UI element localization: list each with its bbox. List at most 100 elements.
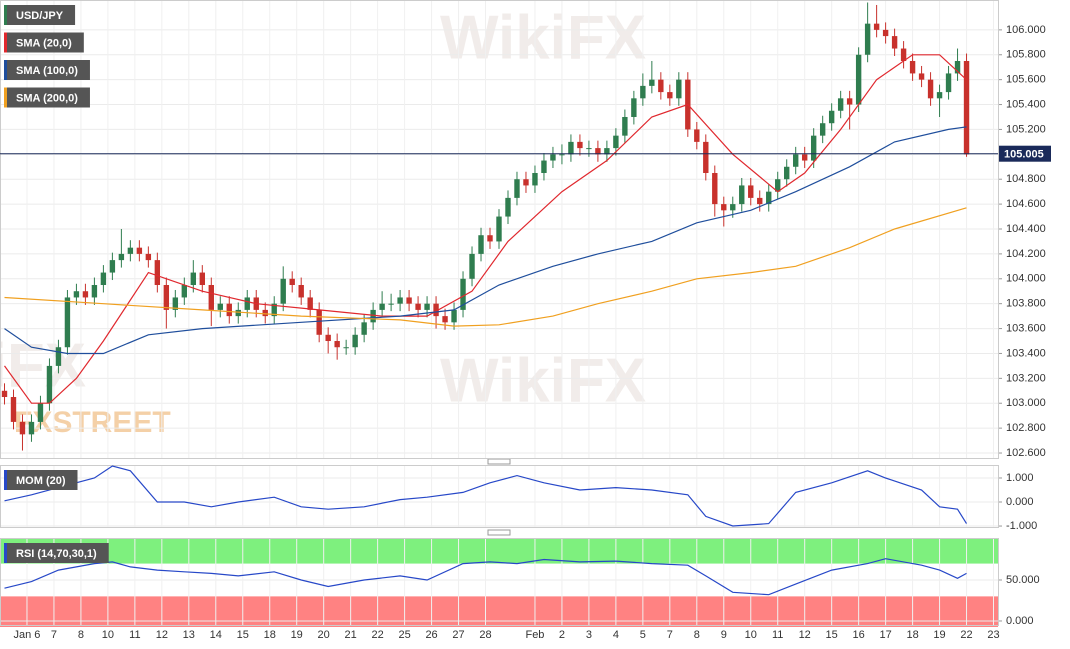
candle-body — [460, 278, 466, 310]
legend-label: MOM (20) — [16, 475, 66, 487]
candle-body — [10, 397, 17, 422]
candle-body — [703, 141, 709, 173]
candle-body — [514, 179, 520, 198]
plot-layer: WikiFX WikiFX WikiFX FXSTREET 102.600 102.800… — [0, 0, 1051, 627]
overbought-band — [0, 538, 998, 564]
x-tick-label: 7 — [51, 629, 57, 641]
candle-body — [1, 390, 8, 398]
candle-body — [909, 60, 916, 74]
candle-body — [640, 85, 646, 99]
candle-body — [262, 309, 268, 317]
candle-body — [163, 285, 170, 310]
separator-handle[interactable] — [487, 529, 511, 536]
candle-body — [846, 98, 853, 105]
candle-body — [900, 48, 907, 61]
legend-label: SMA (100,0) — [16, 65, 78, 77]
y-tick-label: 102.600 — [1006, 447, 1046, 459]
x-tick-label: Feb — [525, 629, 544, 641]
candle-body — [801, 154, 808, 161]
legend-box — [4, 87, 90, 108]
y-tick-label: 103.400 — [1006, 347, 1046, 359]
candle-body — [559, 154, 565, 156]
legend-box — [4, 32, 84, 53]
legend-label: RSI (14,70,30,1) — [16, 548, 97, 560]
y-tick-label: 103.000 — [1006, 397, 1046, 409]
y-tick-label: 105.400 — [1006, 98, 1046, 110]
x-tick-label: 16 — [853, 629, 865, 641]
legend-box — [4, 543, 109, 563]
x-tick-label: 12 — [799, 629, 811, 641]
candle-body — [649, 79, 655, 86]
series-line — [4, 558, 967, 596]
y-tick-label: 1.000 — [1006, 472, 1034, 484]
series-line — [4, 207, 967, 327]
y-tick-label: 104.800 — [1006, 173, 1046, 185]
candle-body — [244, 297, 250, 310]
last-price-label: 105.005 — [1004, 149, 1044, 161]
x-tick-label: 18 — [906, 629, 918, 641]
x-tick-label: 20 — [318, 629, 330, 641]
legend-swatch — [4, 32, 7, 53]
logo-watermark: FXSTREET — [14, 406, 171, 439]
candle-body — [864, 23, 871, 55]
candle-body — [712, 172, 718, 205]
candle-body — [945, 73, 952, 93]
candle-body — [586, 148, 592, 150]
separator-handle[interactable] — [487, 458, 511, 465]
y-tick-label: 103.200 — [1006, 372, 1046, 384]
candle-body — [118, 253, 125, 261]
candle-body — [523, 179, 529, 186]
legend-label: SMA (20,0) — [16, 37, 72, 49]
candle-body — [766, 191, 772, 205]
candle-body — [64, 297, 71, 348]
candle-body — [82, 291, 89, 298]
candle-body — [298, 285, 304, 298]
candle-body — [478, 235, 484, 254]
x-tick-label: 5 — [640, 629, 646, 641]
candle-body — [370, 309, 376, 323]
candle-body — [891, 36, 898, 49]
legend-item: USD/JPY — [4, 5, 76, 25]
candle-body — [100, 272, 107, 286]
candle-body — [280, 278, 286, 304]
candle-body — [343, 347, 349, 349]
last-price-box — [999, 145, 1051, 162]
candle-body — [622, 116, 628, 136]
candle-body — [379, 303, 385, 310]
candle-body — [208, 285, 214, 310]
candle-body — [604, 148, 610, 155]
y-tick-label: 105.800 — [1006, 49, 1046, 61]
candle-body — [316, 309, 322, 335]
y-tick-label: 104.000 — [1006, 273, 1046, 285]
candle-body — [748, 185, 754, 198]
x-tick-label: 26 — [425, 629, 437, 641]
x-tick-label: 9 — [721, 629, 727, 641]
panel: 0.000 50.000 RSI (14,70,30,1) — [0, 538, 1040, 627]
x-tick-label: 22 — [371, 629, 383, 641]
legend-item: SMA (20,0) — [4, 32, 84, 53]
candle-body — [28, 421, 35, 435]
candle-body — [936, 92, 943, 99]
candle-body — [55, 347, 62, 366]
x-tick-label: 3 — [586, 629, 592, 641]
y-tick-label: 102.800 — [1006, 422, 1046, 434]
x-tick-label: 13 — [183, 629, 195, 641]
x-tick-label: 22 — [960, 629, 972, 641]
candle-body — [541, 160, 547, 173]
x-tick-label: 21 — [345, 629, 357, 641]
x-tick-label: 23 — [987, 629, 999, 641]
y-tick-label: 103.800 — [1006, 298, 1046, 310]
x-tick-label: 7 — [667, 629, 673, 641]
candle-body — [828, 110, 835, 124]
candle-body — [469, 253, 475, 279]
candle-body — [442, 316, 448, 323]
y-tick-label: 0.000 — [1006, 496, 1034, 508]
candle-body — [730, 204, 736, 211]
candle-body — [487, 235, 493, 242]
oversold-band — [0, 596, 998, 627]
candle-body — [658, 79, 664, 93]
x-tick-label: 15 — [826, 629, 838, 641]
x-tick-label: 8 — [78, 629, 84, 641]
candle-body — [37, 403, 44, 422]
